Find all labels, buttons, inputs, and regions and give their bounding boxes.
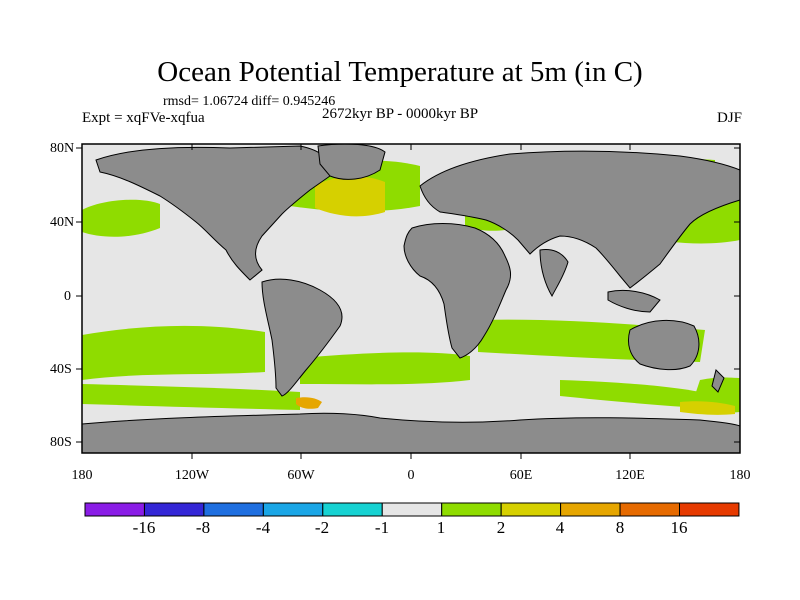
lat-label-80s: 80S [50, 435, 72, 450]
colorbar-label: 2 [496, 518, 506, 537]
lon-label-120w: 120W [174, 468, 210, 483]
lon-label-180e: 180 [729, 468, 751, 483]
lon-label-0: 0 [407, 468, 415, 483]
colorbar-swatch [560, 502, 621, 517]
india [539, 249, 569, 298]
lat-ticks [76, 147, 740, 443]
colorbar-label: -1 [374, 518, 390, 537]
period-label: 2672kyr BP - 0000kyr BP [322, 106, 479, 122]
map-title: Ocean Potential Temperature at 5m (in C) [157, 56, 643, 88]
south-america [261, 278, 343, 397]
lon-ticks [191, 144, 631, 459]
eurasia [419, 150, 741, 289]
colorbar-swatch [679, 502, 740, 517]
lon-label-60w: 60W [287, 468, 315, 483]
colorbar-label: -4 [255, 518, 271, 537]
colorbar-label: -2 [314, 518, 330, 537]
colorbar-label: 8 [615, 518, 625, 537]
colorbar-swatch [619, 502, 680, 517]
antarctica [81, 412, 741, 454]
new-zealand [711, 369, 725, 393]
lat-label-equator: 0 [64, 289, 71, 304]
colorbar-swatch [262, 502, 324, 517]
colorbar-swatch [441, 502, 502, 517]
colorbar-label: 4 [555, 518, 565, 537]
lon-label-120e: 120E [615, 468, 645, 483]
colorbar-swatch [143, 502, 205, 517]
season-label: DJF [716, 110, 742, 126]
lon-label-60e: 60E [509, 468, 533, 483]
colorbar [84, 502, 740, 517]
colorbar-label: 1 [436, 518, 446, 537]
north-america [95, 145, 332, 281]
africa [403, 223, 512, 359]
colorbar-swatch [203, 502, 264, 517]
colorbar-swatch [500, 502, 562, 517]
colorbar-swatch [322, 502, 383, 517]
colorbar-label: -16 [132, 518, 156, 537]
southeast-asia-islands [607, 289, 661, 313]
colorbar-label: -8 [195, 518, 211, 537]
colorbar-swatch [84, 502, 145, 517]
lat-label-40n: 40N [50, 215, 75, 230]
lat-label-80n: 80N [50, 141, 75, 156]
lon-label-180w: 180 [71, 468, 93, 483]
colorbar-label: 16 [670, 518, 688, 537]
lat-label-40s: 40S [50, 362, 72, 377]
anomaly-band-4-8 [296, 397, 322, 409]
stats-line: rmsd= 1.06724 diff= 0.945246 [163, 94, 336, 109]
colorbar-swatch [381, 502, 443, 517]
experiment-label: Expt = xqFVe-xqfua [82, 110, 205, 126]
australia [627, 319, 700, 371]
land-masses [81, 143, 741, 454]
